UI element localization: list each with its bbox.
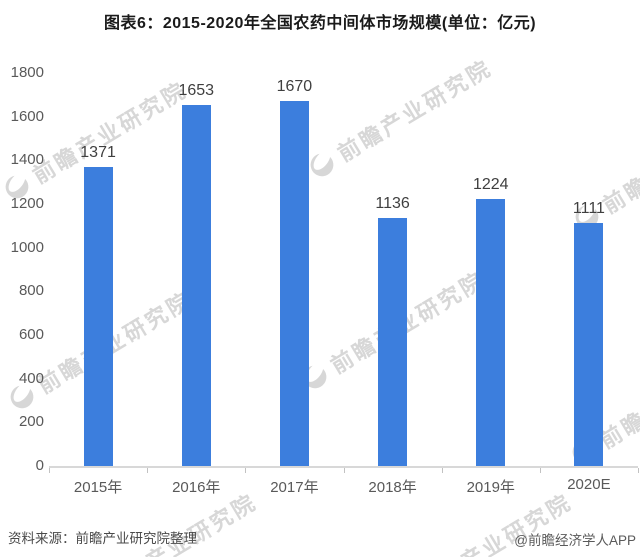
watermark: 前瞻产业研究院: [296, 263, 491, 398]
watermark-logo-icon: [5, 172, 29, 199]
y-axis-tick-label: 800: [18, 282, 44, 300]
bar-value-label: 1653: [178, 82, 215, 100]
bar: [279, 101, 309, 466]
x-axis-tick-label: 2020E: [567, 476, 611, 493]
credit-note: @前瞻经济学人APP: [514, 533, 636, 548]
x-axis-tick-label: 2016年: [172, 479, 221, 496]
chart-title: 图表6：2015-2020年全国农药中间体市场规模(单位：亿元): [103, 15, 537, 32]
y-axis-tick-label: 1400: [10, 151, 44, 169]
bar: [476, 198, 506, 466]
y-axis-tick-label: 1600: [10, 107, 44, 125]
bar-value-label: 1111: [572, 200, 605, 218]
bar-value-label: 1670: [276, 78, 313, 96]
x-axis-tick-label: 2017年: [270, 479, 319, 496]
y-axis-tick-label: 600: [18, 326, 44, 343]
watermark-logo-icon: [303, 362, 327, 389]
axis-tick: [245, 468, 247, 473]
y-axis-tick-label: 200: [18, 413, 44, 431]
bar-value-label: 1224: [472, 175, 509, 193]
axis-tick: [638, 468, 639, 473]
bar: [378, 217, 408, 466]
x-axis-tick-label: 2018年: [368, 479, 417, 496]
watermark: 前瞻产业研究院: [303, 51, 498, 186]
axis-tick: [539, 468, 541, 473]
watermark-logo-icon: [310, 150, 334, 177]
watermark-logo-icon: [10, 382, 34, 409]
y-axis-tick-label: 1000: [10, 238, 44, 256]
watermark: 前瞻产业研究院: [3, 283, 198, 418]
x-axis-line: [49, 466, 638, 468]
bar-value-label: 1136: [375, 194, 410, 212]
watermark-logo-icon: [575, 202, 599, 229]
x-axis-tick-label: 2015年: [73, 479, 123, 496]
axis-tick: [441, 468, 443, 473]
watermark: 前瞻产业研究院: [0, 73, 192, 208]
bar-value-label: 1371: [80, 143, 116, 161]
bar: [83, 166, 113, 466]
axis-tick: [147, 468, 149, 473]
bar: [574, 223, 604, 466]
y-axis-tick-label: 1200: [10, 195, 44, 212]
y-axis-tick-label: 1800: [10, 64, 44, 81]
axis-tick: [49, 468, 50, 473]
y-axis-tick-label: 0: [35, 457, 44, 474]
axis-tick: [343, 468, 345, 473]
y-axis-tick-label: 400: [18, 369, 44, 387]
source-note: 资料来源：前瞻产业研究院整理: [8, 531, 197, 546]
watermark: 前瞻产业研究院: [568, 103, 640, 238]
bar: [181, 105, 211, 466]
x-axis-tick-label: 2019年: [466, 479, 515, 496]
